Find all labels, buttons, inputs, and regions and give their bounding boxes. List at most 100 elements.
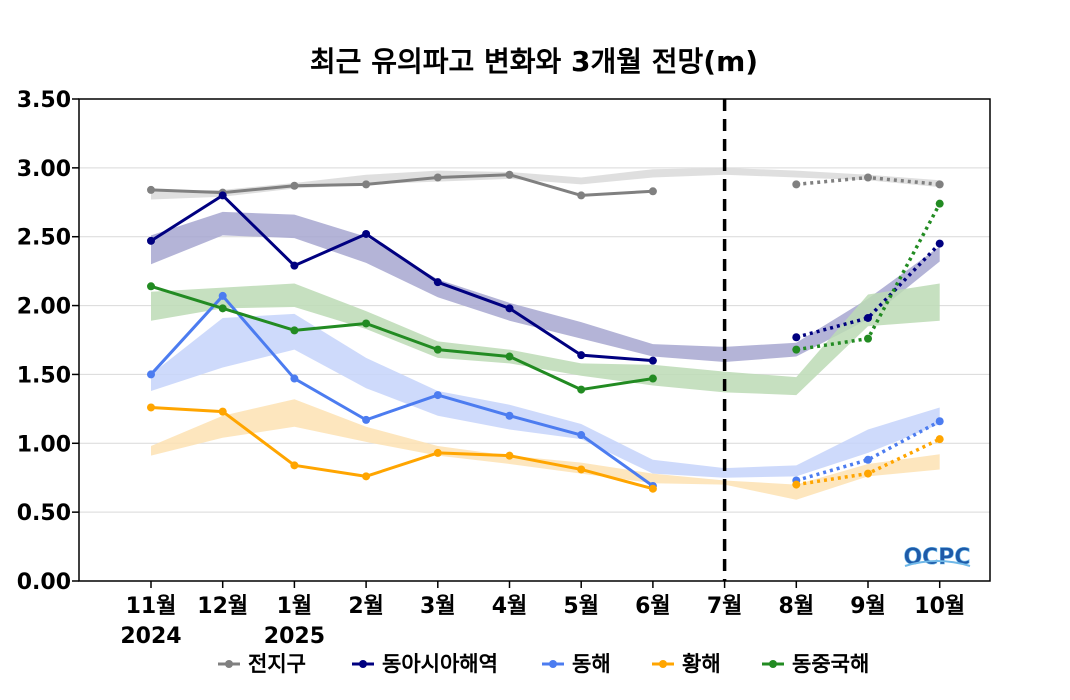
observed-point <box>648 356 657 365</box>
forecast-point <box>864 334 872 343</box>
observed-point <box>433 391 442 400</box>
forecast-point <box>864 173 872 182</box>
legend-item: 황해 <box>652 652 721 676</box>
x-tick-label: 11월 <box>126 594 177 619</box>
observed-point <box>362 472 371 481</box>
range-band <box>151 211 940 363</box>
observed-line <box>150 405 654 491</box>
forecast-point <box>935 180 944 189</box>
range-band <box>151 399 940 500</box>
observed-point <box>505 411 514 420</box>
legend-item: 동중국해 <box>762 652 869 676</box>
observed-point <box>218 407 227 416</box>
observed-point <box>218 191 227 200</box>
legend-label: 동아시아해역 <box>382 652 498 676</box>
observed-point <box>290 261 299 270</box>
observed-line <box>150 173 653 197</box>
observed-point <box>505 170 514 179</box>
observed-point <box>505 304 514 313</box>
y-tick-label: 2.50 <box>17 226 71 251</box>
forecast-point <box>935 435 944 444</box>
observed-point <box>433 173 442 182</box>
forecast-point <box>935 417 944 426</box>
observed-point <box>433 345 442 354</box>
x-year-label: 2025 <box>264 624 325 649</box>
forecast-point <box>792 345 801 354</box>
forecast-point <box>792 180 801 189</box>
observed-point <box>433 448 442 457</box>
x-tick-label: 7월 <box>707 594 743 619</box>
observed-point <box>147 236 155 245</box>
legend-label: 전지구 <box>248 652 306 676</box>
range-band <box>151 283 940 396</box>
forecast-line <box>795 419 941 483</box>
observed-point <box>577 351 586 360</box>
observed-point <box>505 451 514 460</box>
x-tick-label: 10월 <box>914 594 965 619</box>
range-band <box>151 167 940 200</box>
observed-point <box>577 431 586 440</box>
ocpc-logo: OCPC <box>903 545 971 571</box>
forecast-point <box>864 313 872 322</box>
x-tick-label: 6월 <box>635 594 671 619</box>
observed-point <box>147 370 155 379</box>
x-tick-label: 3월 <box>420 594 456 619</box>
x-year-label: 2024 <box>120 624 181 649</box>
legend-label: 황해 <box>682 652 721 676</box>
observed-point <box>290 374 299 383</box>
y-tick-label: 2.00 <box>17 295 71 320</box>
x-axis-ticks: 11월 2024 12월 1월 2025 2월 3월 4월 5월 6월 7월 8월 9월 10월 <box>120 581 965 649</box>
observed-point <box>290 461 299 470</box>
observed-point <box>362 415 371 424</box>
legend-label: 동해 <box>572 652 611 676</box>
y-axis-ticks: 0.00 0.50 1.00 1.50 2.00 2.50 3.00 3.50 <box>17 88 79 595</box>
observed-point <box>648 187 657 196</box>
legend-item: 동해 <box>542 652 611 676</box>
legend-item: 동아시아해역 <box>352 652 498 676</box>
chart-title: 최근 유의파고 변화와 3개월 전망(m) <box>310 45 758 78</box>
observed-line <box>149 294 654 488</box>
x-tick-label: 4월 <box>492 594 528 619</box>
observed-point <box>290 181 299 190</box>
legend: 전지구 동아시아해역 동해 황해 동중국해 <box>218 652 869 676</box>
forecast-point <box>935 199 944 208</box>
observed-point <box>147 185 155 194</box>
observed-point <box>433 278 442 287</box>
forecast-point <box>864 469 872 478</box>
legend-marker <box>359 660 367 668</box>
legend-marker <box>549 660 557 668</box>
observed-point <box>505 352 514 361</box>
y-tick-label: 1.50 <box>17 363 71 388</box>
observed-point <box>577 465 586 474</box>
y-tick-label: 3.00 <box>17 157 71 182</box>
y-tick-label: 0.00 <box>17 570 71 595</box>
observed-point <box>648 374 657 383</box>
range-band <box>151 313 940 478</box>
plot-frame <box>78 98 991 582</box>
legend-item: 전지구 <box>218 652 306 676</box>
y-tick-label: 1.00 <box>17 432 71 457</box>
x-tick-label: 12월 <box>197 594 248 619</box>
x-tick-label: 8월 <box>779 594 815 619</box>
observed-point <box>218 291 227 300</box>
observed-point <box>218 304 227 313</box>
observed-point <box>577 385 586 394</box>
forecast-point <box>792 480 801 489</box>
legend-marker <box>225 660 233 668</box>
observed-point <box>290 326 299 335</box>
x-tick-label: 5월 <box>563 594 599 619</box>
forecast-point <box>935 239 944 248</box>
legend-marker <box>769 660 777 668</box>
observed-point <box>577 191 586 200</box>
legend-label: 동중국해 <box>792 652 869 676</box>
logo-text: OCPC <box>903 545 970 570</box>
y-tick-label: 0.50 <box>17 501 71 526</box>
x-tick-label: 1월 <box>277 594 313 619</box>
forecast-point <box>792 333 801 342</box>
x-tick-label: 9월 <box>850 594 886 619</box>
observed-point <box>147 403 155 412</box>
range-bands <box>151 167 940 500</box>
observed-point <box>362 180 371 189</box>
observed-line <box>150 284 654 392</box>
